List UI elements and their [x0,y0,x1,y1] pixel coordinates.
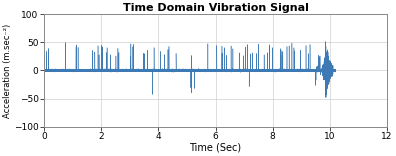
Y-axis label: Acceleration (m.sec⁻²): Acceleration (m.sec⁻²) [4,23,12,117]
X-axis label: Time (Sec): Time (Sec) [189,143,242,153]
Title: Time Domain Vibration Signal: Time Domain Vibration Signal [123,3,308,13]
